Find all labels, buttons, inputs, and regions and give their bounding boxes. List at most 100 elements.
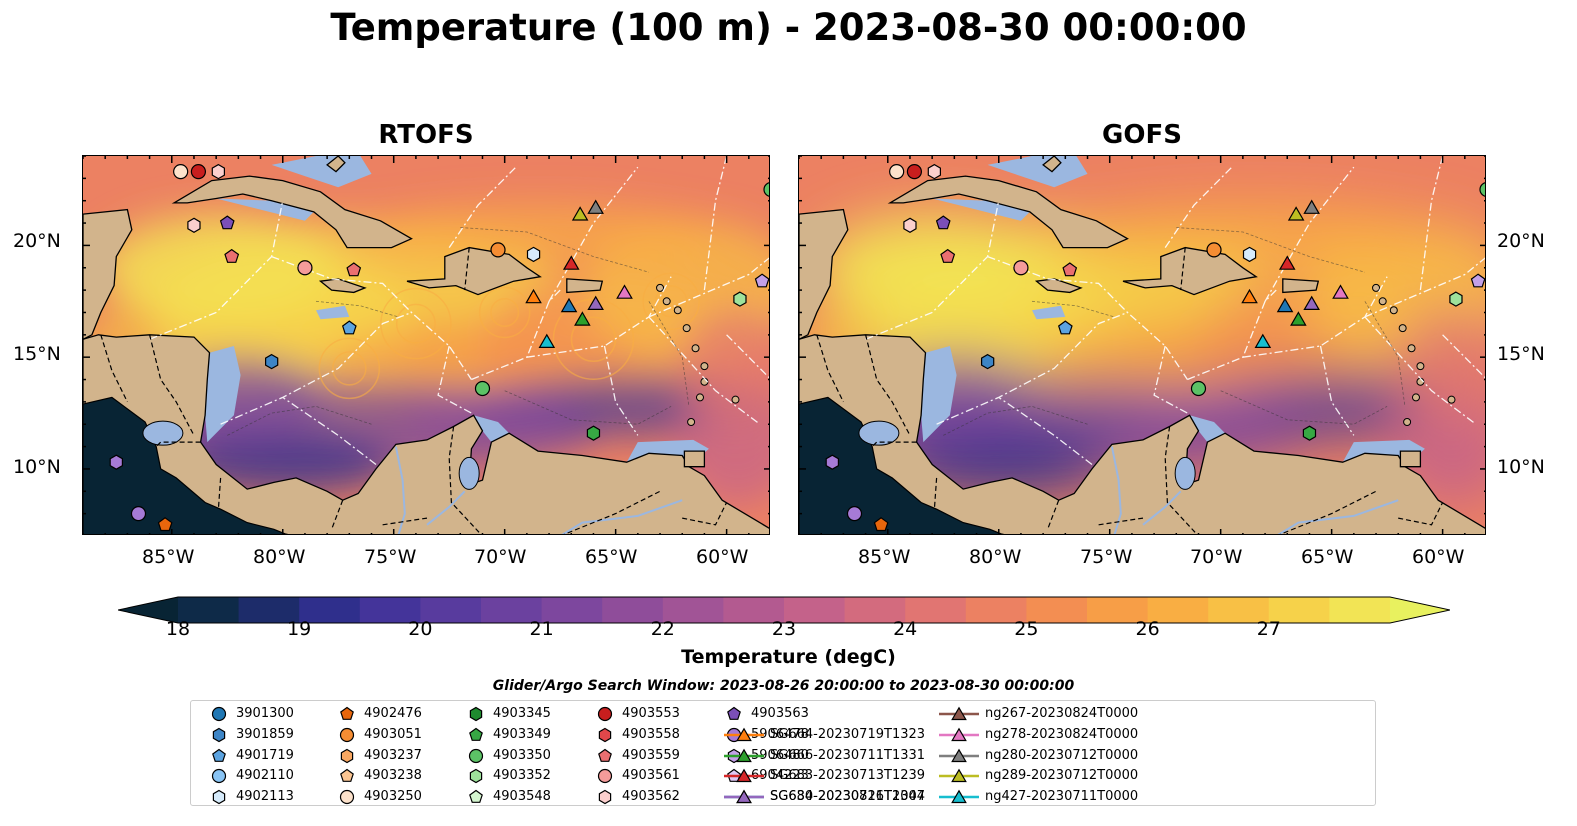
legend-label: ng280-20230712T0000 [985,747,1139,763]
argo-float-marker[interactable] [1449,291,1463,307]
land-cuba [887,175,1129,249]
glider-marker[interactable] [616,284,633,299]
land-trinidad [683,450,706,468]
glider-marker[interactable] [1278,255,1296,270]
argo-float-marker[interactable] [927,163,941,180]
argo-float-marker[interactable] [1302,425,1317,441]
argo-float-marker[interactable] [733,291,747,307]
argo-float-marker[interactable] [586,425,601,441]
colorbar-extend-low [118,597,178,623]
glider-marker[interactable] [560,297,578,313]
shelf-shallow-water [932,198,1030,221]
glider-marker[interactable] [1303,295,1320,310]
argo-float-marker[interactable] [341,320,357,335]
argo-float-marker[interactable] [1190,380,1207,397]
legend-label: 4903352 [493,768,551,784]
legend-label: 4903561 [622,768,680,784]
argo-float-marker[interactable] [873,517,889,532]
argo-float-marker[interactable] [754,273,769,288]
colorbar-segment [481,597,543,623]
argo-float-marker[interactable] [825,454,840,470]
glider-marker[interactable] [1241,288,1258,304]
argo-float-marker[interactable] [763,182,770,197]
colorbar-tick-label: 24 [893,618,918,640]
land-cuba [171,175,413,249]
argo-float-marker[interactable] [187,217,201,233]
argo-float-marker[interactable] [906,164,923,180]
argo-float-marker[interactable] [190,164,207,180]
glider-marker[interactable] [574,311,591,326]
legend-marker-icon [939,768,979,783]
glider-marker[interactable] [1303,199,1320,214]
legend-marker-icon [212,789,226,805]
legend-label: 4903345 [493,706,551,721]
argo-float-marker[interactable] [224,248,240,263]
colorbar-tick-label: 27 [1256,618,1281,640]
glider-marker[interactable] [538,333,556,348]
argo-float-marker[interactable] [130,506,147,522]
legend-label: 4903250 [364,789,422,805]
argo-float-marker[interactable] [1470,273,1485,288]
glider-marker[interactable] [587,199,604,214]
argo-float-marker[interactable] [889,164,905,180]
panel-title-rtofs: RTOFS [378,120,474,150]
country-borders [100,247,728,534]
argo-float-marker[interactable] [981,353,995,370]
argo-float-marker[interactable] [211,163,225,180]
legend-label: 4903553 [622,706,680,721]
glider-marker[interactable] [1332,284,1349,299]
lat-tick-label: 10°N [13,456,61,478]
map-panel-gofs[interactable] [798,155,1486,535]
colorbar-segment [359,597,421,623]
glider-marker[interactable] [1254,333,1272,348]
argo-float-marker[interactable] [346,262,362,277]
colorbar: 18 19 20 21 22 23 24 25 26 27 [117,592,1451,644]
argo-float-marker[interactable] [219,215,235,230]
argo-float-marker[interactable] [157,517,173,532]
argo-float-marker[interactable] [526,246,541,263]
argo-float-marker[interactable] [935,215,951,230]
legend-label: 4903237 [364,747,422,763]
argo-float-marker[interactable] [1242,246,1257,263]
argo-float-marker[interactable] [1062,262,1078,277]
glider-marker[interactable] [571,206,589,221]
lat-tick-label: 10°N [1497,456,1545,478]
legend: 3901300 3901859 4901719 4902110 4902113 49024… [190,700,1376,806]
argo-float-marker[interactable] [846,506,863,522]
glider-marker[interactable] [587,295,604,310]
lon-tick-label: 60°W [1412,546,1465,568]
argo-float-marker[interactable] [474,380,491,397]
glider-marker[interactable] [1276,297,1294,313]
glider-marker[interactable] [1287,206,1305,221]
argo-float-marker[interactable] [1479,182,1486,197]
argo-float-marker[interactable] [173,164,189,180]
argo-float-marker[interactable] [109,454,124,470]
argo-float-marker[interactable] [490,242,506,258]
argo-float-marker[interactable] [1013,260,1029,276]
colorbar-segment [1087,597,1149,623]
axis-ticks [799,156,1485,534]
legend-label: ng278-20230824T0000 [985,726,1139,742]
glider-marker[interactable] [525,288,542,304]
argo-float-marker[interactable] [265,353,279,370]
colorbar-segment [844,597,906,623]
legend-marker-icon [469,727,483,741]
colorbar-segment [541,597,603,623]
legend-marker-icon [939,727,979,741]
glider-marker[interactable] [562,255,580,270]
argo-float-marker[interactable] [903,217,917,233]
legend-marker-icon [468,748,484,763]
glider-marker[interactable] [1290,311,1307,326]
map-panel-rtofs[interactable] [82,155,770,535]
legend-marker-icon [211,769,227,784]
colorbar-tick-label: 21 [529,618,554,640]
argo-float-marker[interactable] [297,260,313,276]
axis-ticks [83,156,769,534]
argo-float-marker[interactable] [1057,320,1073,335]
legend-marker-icon [339,727,355,742]
lon-tick-label: 70°W [474,546,527,568]
legend-label: SG630-20230826T2004 [770,789,926,805]
lat-tick-label: 15°N [13,343,61,365]
argo-float-marker[interactable] [940,248,956,263]
argo-float-marker[interactable] [1206,242,1222,258]
